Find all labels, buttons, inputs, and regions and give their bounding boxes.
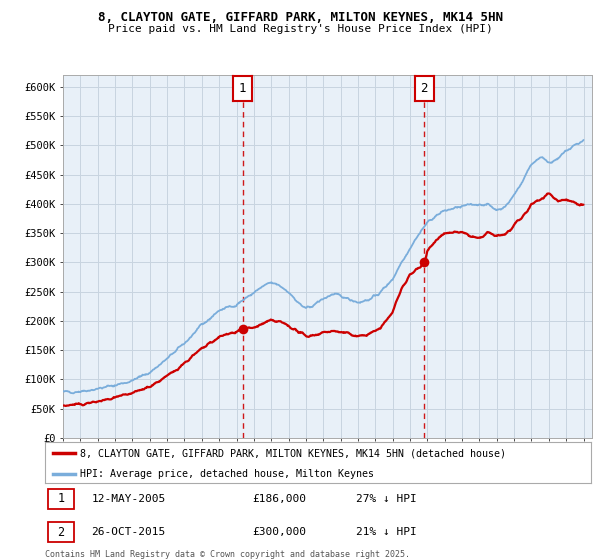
- FancyBboxPatch shape: [48, 522, 74, 542]
- Text: £300,000: £300,000: [253, 527, 307, 537]
- Text: 8, CLAYTON GATE, GIFFARD PARK, MILTON KEYNES, MK14 5HN (detached house): 8, CLAYTON GATE, GIFFARD PARK, MILTON KE…: [80, 449, 506, 458]
- Text: 12-MAY-2005: 12-MAY-2005: [91, 494, 166, 504]
- Text: 1: 1: [239, 82, 247, 95]
- Text: 27% ↓ HPI: 27% ↓ HPI: [356, 494, 417, 504]
- Text: HPI: Average price, detached house, Milton Keynes: HPI: Average price, detached house, Milt…: [80, 469, 374, 479]
- FancyBboxPatch shape: [48, 489, 74, 509]
- Text: 8, CLAYTON GATE, GIFFARD PARK, MILTON KEYNES, MK14 5HN: 8, CLAYTON GATE, GIFFARD PARK, MILTON KE…: [97, 11, 503, 24]
- Text: 26-OCT-2015: 26-OCT-2015: [91, 527, 166, 537]
- Text: 2: 2: [57, 525, 64, 539]
- Text: £186,000: £186,000: [253, 494, 307, 504]
- Text: 21% ↓ HPI: 21% ↓ HPI: [356, 527, 417, 537]
- Text: 2: 2: [421, 82, 428, 95]
- Text: Contains HM Land Registry data © Crown copyright and database right 2025.
This d: Contains HM Land Registry data © Crown c…: [45, 550, 410, 560]
- Text: 1: 1: [57, 492, 64, 505]
- Text: Price paid vs. HM Land Registry's House Price Index (HPI): Price paid vs. HM Land Registry's House …: [107, 24, 493, 34]
